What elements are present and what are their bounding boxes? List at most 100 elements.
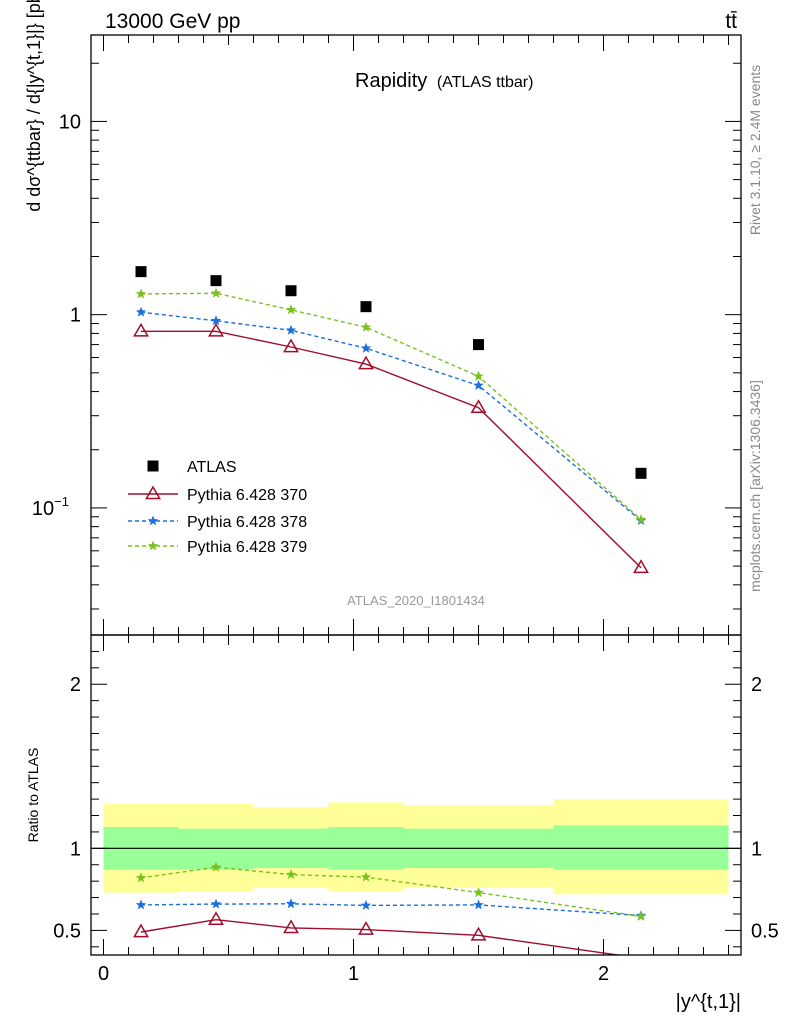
- ratio-data-point: [358, 921, 374, 935]
- main-y-tick-labels: 10−1 1 10: [32, 111, 81, 520]
- x-tick-label: 2: [598, 963, 609, 985]
- main-panel: 10−1 1 10 Rapidity (ATLAS ttbar) ATLAS_202…: [32, 34, 742, 636]
- mcplots-label-wrap: mcplots.cern.ch [arXiv:1306.3436]: [747, 380, 763, 592]
- data-point: [473, 380, 484, 390]
- ratio-series-group: [133, 861, 647, 955]
- data-point: [360, 301, 372, 313]
- ratio-data-point: [210, 861, 222, 872]
- main-y-axis-label-text: d dσ^{ttbar} / d{|y^{t,1}|} [pb]: [24, 0, 44, 212]
- data-point: [473, 370, 484, 381]
- data-point: [135, 306, 147, 317]
- legend-label: Pythia 6.428 378: [187, 514, 307, 531]
- data-point: [135, 266, 147, 278]
- legend-label: Pythia 6.428 379: [187, 539, 307, 556]
- ratio-panel: 0.5 0.5 1 1 2 2 0 1 2: [53, 634, 779, 985]
- data-point: [133, 322, 149, 337]
- ratio-y-tick-label-left: 1: [70, 838, 81, 860]
- data-point: [635, 467, 647, 479]
- x-tick-label: 1: [348, 963, 359, 985]
- ratio-data-point: [135, 872, 147, 883]
- ratio-data-point: [283, 919, 299, 934]
- data-point: [635, 514, 647, 525]
- main-y-tick-label: 10: [59, 111, 81, 133]
- data-point: [358, 355, 374, 370]
- ratio-data-point: [210, 898, 222, 909]
- series-line: [140, 311, 642, 522]
- ratio-y-tick-label-right: 0.5: [751, 920, 779, 942]
- ratio-series-pythia-1: [133, 911, 623, 955]
- plot-title-sub: (ATLAS ttbar): [437, 74, 534, 91]
- ratio-data-point: [470, 926, 487, 941]
- rivet-label-wrap: Rivet 3.1.10, ≥ 2.4M events: [747, 65, 763, 235]
- legend: ATLAS Pythia 6.428 370 Pythia 6.428 378 Pyt…: [128, 459, 307, 556]
- ratio-data-point: [360, 871, 372, 882]
- ratio-series: [133, 861, 647, 955]
- legend-marker: [147, 540, 159, 551]
- data-point: [360, 321, 372, 332]
- data-point: [285, 285, 297, 297]
- band-green: [553, 825, 729, 870]
- series-pythia-1: [133, 322, 649, 574]
- series-pythia-3: [135, 287, 647, 525]
- legend-label: ATLAS: [187, 459, 237, 476]
- ratio-y-axis-label: Ratio to ATLAS: [25, 748, 41, 843]
- legend-marker: [145, 485, 161, 500]
- ratio-y-axis-label-wrap: Ratio to ATLAS: [25, 748, 41, 843]
- data-point: [283, 338, 299, 353]
- ratio-series-line: [140, 866, 642, 918]
- ratio-series-pythia-3: [135, 861, 647, 921]
- ratio-data-point: [473, 899, 484, 910]
- plot-title: Rapidity (ATLAS ttbar): [355, 70, 533, 92]
- ratio-data-point: [135, 899, 147, 910]
- data-point: [210, 287, 222, 298]
- ratio-data-point: [473, 887, 484, 898]
- ratio-tick-labels: 0.5 0.5 1 1 2 2 0 1 2: [53, 674, 779, 985]
- data-point: [208, 322, 224, 337]
- ratio-data-point: [133, 923, 149, 938]
- data-point: [473, 339, 484, 351]
- ratio-data-point: [285, 898, 297, 909]
- ratio-axis-ticks: [91, 634, 741, 955]
- ratio-panel-frame: [90, 634, 742, 956]
- series-line: [141, 330, 642, 569]
- data-point: [210, 315, 222, 326]
- ratio-data-point: [285, 869, 297, 879]
- legend-marker: [147, 515, 159, 526]
- legend-marker: [147, 460, 159, 472]
- ratio-y-tick-label-right: 1: [751, 838, 762, 860]
- ratio-data-point: [635, 910, 647, 921]
- main-y-tick-label: 1: [70, 305, 81, 327]
- header-collision-label: 13000 GeV pp: [105, 10, 240, 33]
- data-point: [285, 324, 297, 335]
- x-axis-label: |y^{t,1}|: [676, 991, 741, 1013]
- legend-label: Pythia 6.428 370: [187, 487, 307, 504]
- plot-title-main: Rapidity: [355, 70, 427, 92]
- series-atlas: [135, 266, 647, 479]
- ratio-data-point: [208, 911, 224, 926]
- ratio-data-point: [360, 899, 372, 910]
- data-point: [470, 399, 487, 414]
- data-point: [633, 559, 649, 574]
- analysis-id-label: ATLAS_2020_I1801434: [347, 593, 485, 608]
- data-point: [360, 342, 372, 353]
- rivet-label: Rivet 3.1.10, ≥ 2.4M events: [747, 65, 763, 235]
- ratio-series-pythia-2: [135, 898, 647, 921]
- series-line: [140, 292, 642, 521]
- main-series: [133, 266, 649, 574]
- ratio-series-line: [140, 903, 642, 917]
- main-y-tick-label: 10−1: [32, 494, 69, 520]
- ratio-series-line: [140, 918, 623, 955]
- ratio-y-tick-label-left: 2: [70, 674, 81, 696]
- x-tick-label: 0: [98, 963, 109, 985]
- data-point: [135, 288, 147, 299]
- data-point: [210, 275, 222, 287]
- main-y-axis-label: d dσ^{ttbar} / d{|y^{t,1}|} [pb]: [24, 0, 44, 212]
- ratio-uncertainty-bands: [91, 799, 741, 895]
- header-process-label: tt̄: [725, 10, 737, 33]
- main-y-tick-label-exponent: −1: [54, 494, 69, 509]
- mcplots-label: mcplots.cern.ch [arXiv:1306.3436]: [747, 380, 763, 592]
- ratio-y-tick-label-right: 2: [751, 674, 762, 696]
- main-axis-ticks: [91, 35, 741, 635]
- data-point: [285, 304, 297, 315]
